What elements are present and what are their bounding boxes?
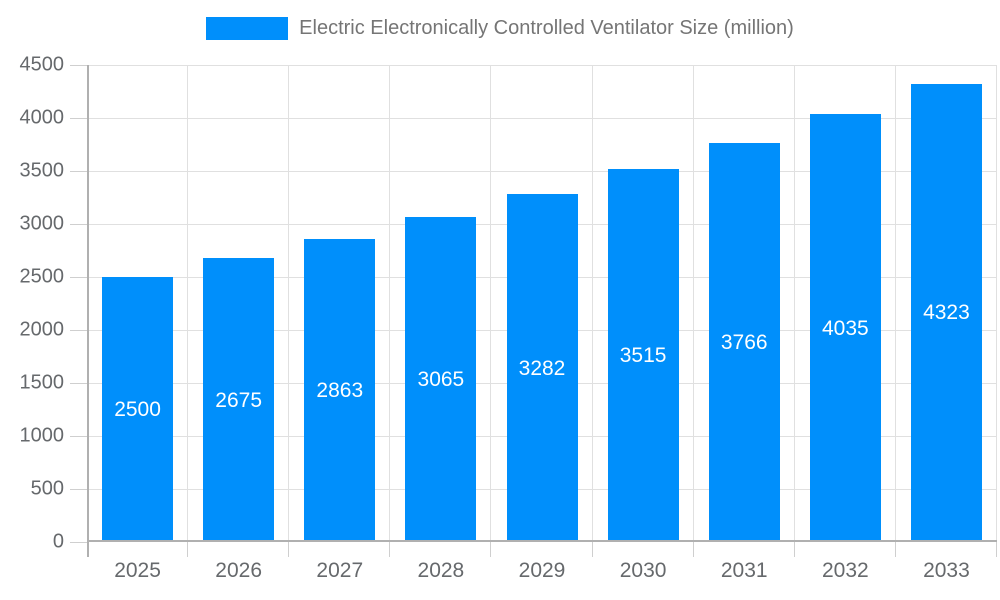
chart-legend: Electric Electronically Controlled Venti… <box>0 17 1000 40</box>
y-tick-mark <box>70 65 87 66</box>
y-tick-label: 4000 <box>19 106 65 129</box>
v-gridline <box>490 65 492 542</box>
y-tick-label: 500 <box>30 477 64 500</box>
x-tick-mark <box>288 542 290 557</box>
y-tick-label: 2500 <box>19 265 65 288</box>
y-tick-label: 2000 <box>19 318 65 341</box>
y-tick-mark <box>70 277 87 278</box>
bar-value-label: 3065 <box>417 368 465 392</box>
bar[interactable]: 4323 <box>910 83 982 542</box>
h-gridline <box>87 65 997 66</box>
y-axis-line <box>87 65 89 557</box>
x-tick-label: 2025 <box>114 559 161 582</box>
x-tick-label: 2029 <box>518 559 566 582</box>
bar-value-label: 4035 <box>821 316 869 340</box>
x-tick-label: 2027 <box>316 559 364 582</box>
bar-value-label: 2675 <box>215 388 263 412</box>
v-gridline <box>389 65 391 542</box>
bar-value-label: 3766 <box>720 330 768 354</box>
y-tick-mark <box>70 489 87 490</box>
y-tick-mark <box>70 118 87 119</box>
x-tick-label: 2026 <box>215 559 263 582</box>
bar[interactable]: 4035 <box>809 114 881 542</box>
bar[interactable]: 3766 <box>708 142 780 542</box>
h-gridline <box>87 118 997 119</box>
bar-value-label: 2500 <box>114 398 161 421</box>
x-axis-labels: 2025 2026 2027 2028 2029 2030 2031 2032 2033 <box>87 559 997 587</box>
y-tick-label: 3000 <box>19 212 65 235</box>
y-axis-labels: 0 500 1000 1500 2000 2500 3000 3500 4000 4500 <box>0 54 65 553</box>
bar[interactable]: 3282 <box>506 194 578 542</box>
y-tick-label: 1000 <box>19 424 65 447</box>
v-gridline <box>996 65 997 542</box>
y-tick-label: 0 <box>52 530 64 553</box>
x-tick-label: 2031 <box>720 559 768 582</box>
v-gridline <box>692 65 694 542</box>
bar-value-label: 4323 <box>923 301 970 325</box>
y-tick-mark <box>70 436 87 437</box>
x-tick-mark <box>996 542 997 557</box>
v-gridline <box>894 65 896 542</box>
x-tick-label: 2028 <box>417 559 465 582</box>
bar[interactable]: 3065 <box>405 217 477 542</box>
h-gridline <box>87 171 997 172</box>
x-axis-line <box>87 540 997 542</box>
y-tick-mark <box>70 330 87 331</box>
x-tick-label: 2033 <box>923 559 970 582</box>
y-tick-label: 4500 <box>19 53 65 76</box>
x-tick-label: 2032 <box>821 559 869 582</box>
y-tick-mark <box>70 224 87 225</box>
v-gridline <box>187 65 189 542</box>
x-tick-mark <box>894 542 896 557</box>
bar[interactable]: 2675 <box>203 258 275 542</box>
y-tick-label: 3500 <box>19 159 65 182</box>
y-tick-label: 1500 <box>19 371 65 394</box>
legend-swatch[interactable] <box>206 17 289 40</box>
y-tick-mark <box>70 542 87 543</box>
x-tick-mark <box>591 542 593 557</box>
v-gridline <box>793 65 795 542</box>
bar-value-label: 3282 <box>518 356 566 380</box>
x-tick-mark <box>490 542 492 557</box>
x-tick-mark <box>692 542 694 557</box>
v-gridline <box>288 65 290 542</box>
bar[interactable]: 3515 <box>607 169 679 542</box>
bar[interactable]: 2500 <box>102 277 174 542</box>
plot-area: 2500 2675 2863 3065 3282 3515 3766 4035 4323 <box>70 65 997 557</box>
legend-label[interactable]: Electric Electronically Controlled Venti… <box>299 17 794 39</box>
x-tick-label: 2030 <box>619 559 667 582</box>
y-tick-mark <box>70 383 87 384</box>
bar[interactable]: 2863 <box>304 238 376 542</box>
x-tick-mark <box>389 542 391 557</box>
v-gridline <box>591 65 593 542</box>
bar-value-label: 2863 <box>316 378 364 402</box>
bar-value-label: 3515 <box>619 344 667 368</box>
y-tick-mark <box>70 171 87 172</box>
x-tick-mark <box>187 542 189 557</box>
x-tick-mark <box>793 542 795 557</box>
